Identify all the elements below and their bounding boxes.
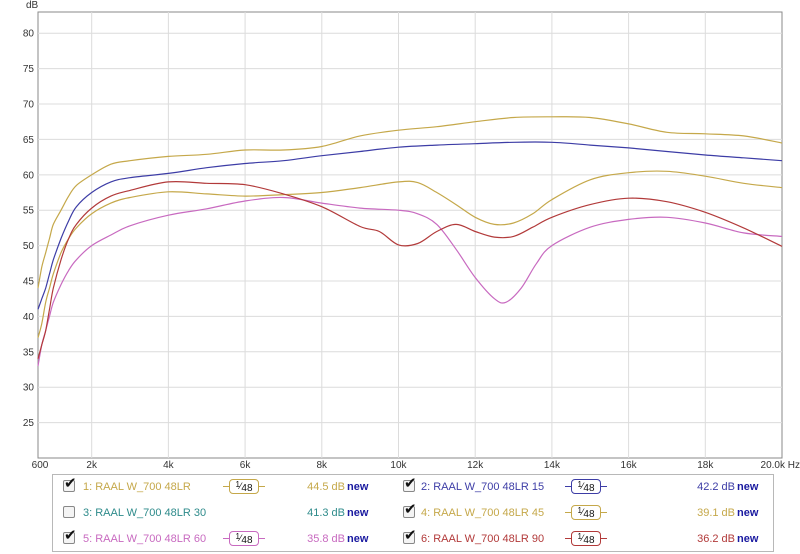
checkmark-icon: ✔: [404, 527, 417, 544]
y-tick-label: 80: [23, 29, 35, 40]
y-tick-label: 25: [23, 418, 35, 429]
series-line-6: [37, 180, 783, 360]
legend-row-2: 3: RAAL W_700 48LR 30 41.3 dB new ✔ 4: R…: [53, 502, 773, 524]
frequency-response-chart: 80 75 70 65 60 55 50 45 40 35 30 25 600 2k 4k 6k 8k 10k 12…: [23, 0, 800, 471]
y-tick-label: 40: [23, 312, 35, 323]
legend-item-1: ✔ 1: RAAL W_700 48LR 1⁄48 44.5 dB new: [53, 476, 403, 498]
legend-level-2: 42.2 dB: [697, 481, 735, 493]
legend-checkbox-5[interactable]: ✔: [63, 528, 77, 544]
legend-new-button-2[interactable]: new: [737, 481, 759, 493]
smoothing-button-1[interactable]: 1⁄48: [229, 479, 259, 494]
smoothing-button-5[interactable]: 1⁄48: [229, 531, 259, 546]
legend-level-5: 35.8 dB: [307, 533, 345, 545]
legend-row-1: ✔ 1: RAAL W_700 48LR 1⁄48 44.5 dB new ✔ …: [53, 476, 773, 498]
smoothing-line-left: [223, 486, 229, 487]
smoothing-line-left: [565, 538, 571, 539]
x-tick-label: 14k: [544, 460, 561, 471]
legend-item-6: ✔ 6: RAAL W_700 48LR 90 1⁄48 36.2 dB new: [401, 528, 775, 550]
legend-row-3: ✔ 5: RAAL W_700 48LR 60 1⁄48 35.8 dB new…: [53, 528, 773, 550]
grid-lines: [38, 12, 782, 458]
y-tick-label: 30: [23, 383, 35, 394]
smoothing-line-left: [223, 538, 229, 539]
legend-level-6: 36.2 dB: [697, 533, 735, 545]
y-tick-label: 55: [23, 206, 35, 217]
x-tick-label: 2k: [86, 460, 98, 471]
smoothing-line-right: [601, 538, 607, 539]
x-tick-label: 600: [32, 460, 49, 471]
checkmark-icon: ✔: [404, 475, 417, 492]
legend-level-3: 41.3 dB: [307, 507, 345, 519]
smoothing-line-left: [565, 486, 571, 487]
legend-name-2: 2: RAAL W_700 48LR 15: [421, 481, 545, 493]
y-tick-label: 65: [23, 135, 35, 146]
x-tick-label: 12k: [467, 460, 484, 471]
plot-area: [37, 11, 783, 459]
smoothing-line-right: [601, 486, 607, 487]
series-line-2: [37, 141, 783, 310]
checkmark-icon: ✔: [404, 501, 417, 518]
series-line-1: [37, 116, 783, 289]
y-tick-label: 50: [23, 241, 35, 252]
x-tick-label: 10k: [390, 460, 407, 471]
x-tick-label: 18k: [697, 460, 714, 471]
x-tick-label: 16k: [621, 460, 638, 471]
legend-checkbox-3[interactable]: [63, 506, 75, 518]
legend-name-6: 6: RAAL W_700 48LR 90: [421, 533, 545, 545]
legend-name-1: 1: RAAL W_700 48LR: [83, 481, 191, 493]
legend-name-5: 5: RAAL W_700 48LR 60: [83, 533, 207, 545]
legend-new-button-3[interactable]: new: [347, 507, 369, 519]
legend-new-button-4[interactable]: new: [737, 507, 759, 519]
series-line-5: [37, 196, 783, 367]
legend-new-button-5[interactable]: new: [347, 533, 369, 545]
smoothing-line-right: [259, 486, 265, 487]
smoothing-line-left: [565, 512, 571, 513]
legend-item-2: ✔ 2: RAAL W_700 48LR 15 1⁄48 42.2 dB new: [401, 476, 775, 498]
x-tick-label: 4k: [163, 460, 175, 471]
legend-level-1: 44.5 dB: [307, 481, 345, 493]
x-tick-label: 6k: [240, 460, 252, 471]
legend-item-5: ✔ 5: RAAL W_700 48LR 60 1⁄48 35.8 dB new: [53, 528, 403, 550]
y-tick-label: 75: [23, 64, 35, 75]
legend-name-4: 4: RAAL W_700 48LR 45: [421, 507, 545, 519]
legend-item-3: 3: RAAL W_700 48LR 30 41.3 dB new: [53, 502, 403, 524]
legend-new-button-1[interactable]: new: [347, 481, 369, 493]
legend-checkbox-1[interactable]: ✔: [63, 476, 77, 492]
y-tick-label: 60: [23, 170, 35, 181]
y-tick-label: 35: [23, 347, 35, 358]
y-tick-label: 70: [23, 100, 35, 111]
legend-item-4: ✔ 4: RAAL W_700 48LR 45 1⁄48 39.1 dB new: [401, 502, 775, 524]
legend-checkbox-2[interactable]: ✔: [403, 476, 417, 492]
legend-name-3: 3: RAAL W_700 48LR 30: [83, 507, 207, 519]
legend-new-button-6[interactable]: new: [737, 533, 759, 545]
smoothing-button-6[interactable]: 1⁄48: [571, 531, 601, 546]
y-tick-label: 45: [23, 277, 35, 288]
legend-checkbox-6[interactable]: ✔: [403, 528, 417, 544]
series-line-4: [37, 170, 783, 338]
tick-labels: 80 75 70 65 60 55 50 45 40 35 30 25 600 2k 4k 6k 8k 10k 12…: [23, 29, 800, 471]
smoothing-button-2[interactable]: 1⁄48: [571, 479, 601, 494]
y-axis-label: dB: [26, 0, 39, 11]
legend-panel: ✔ 1: RAAL W_700 48LR 1⁄48 44.5 dB new ✔ …: [52, 474, 774, 552]
smoothing-line-right: [259, 538, 265, 539]
series-lines: [37, 116, 783, 367]
smoothing-button-4[interactable]: 1⁄48: [571, 505, 601, 520]
x-tick-label: 20.0k Hz: [761, 460, 800, 471]
smoothing-line-right: [601, 512, 607, 513]
x-tick-label: 8k: [317, 460, 329, 471]
legend-level-4: 39.1 dB: [697, 507, 735, 519]
checkmark-icon: ✔: [64, 475, 77, 492]
legend-checkbox-4[interactable]: ✔: [403, 502, 417, 518]
checkmark-icon: ✔: [64, 527, 77, 544]
